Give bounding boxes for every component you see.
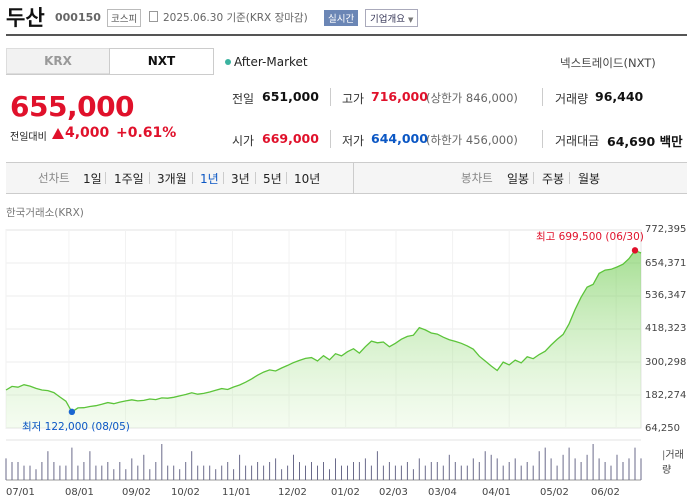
line-chart-periods [6,163,354,193]
change-value: 4,000 [65,125,110,141]
market-badge: 코스피 [107,9,142,27]
change-label: 전일대비 [10,132,47,143]
divider [330,88,331,106]
divider [542,88,543,106]
divider [569,172,570,184]
divider [105,172,106,184]
y-tick: 654,371 [645,258,687,269]
price-date: 2025.06.30 기준(KRX 장마감) [163,12,308,24]
line-chart-label: 선차트 [38,171,70,185]
divider [542,130,543,148]
y-tick: 418,323 [645,323,687,334]
x-tick: 06/02 [591,487,620,498]
y-tick: 772,395 [645,224,687,235]
volume-label: 거래량 [555,92,589,106]
x-tick: 04/01 [482,487,511,498]
tab-underline [6,74,214,75]
x-tick: 08/01 [65,487,94,498]
prev-close-label: 전일 [232,92,255,106]
x-tick: 05/02 [540,487,569,498]
trade-value-label: 거래대금 [555,134,600,148]
volume-value: 96,440 [595,89,644,104]
volume-axis-text: 거래량 [662,450,684,476]
low-annotation: 최저 122,000 (08/05) [22,421,130,433]
stock-name: 두산 [6,6,45,30]
candle-weekly[interactable]: 주봉 [542,172,565,186]
realtime-badge[interactable]: 실시간 [324,10,359,26]
x-tick: 10/02 [171,487,200,498]
after-market-label: After-Market [234,55,308,69]
low-value: 644,000 [371,131,428,146]
high-annotation: 최고 699,500 (06/30) [536,231,644,243]
tab-krx[interactable]: KRX [6,48,110,74]
candle-monthly[interactable]: 월봉 [578,172,601,186]
x-tick: 12/02 [278,487,307,498]
x-tick: 02/03 [379,487,408,498]
header-divider [6,34,687,36]
low-point [68,408,76,416]
high-value: 716,000 [371,89,428,104]
low-label: 저가 [342,134,365,148]
x-tick: 01/02 [331,487,360,498]
up-triangle-icon [52,128,64,139]
divider [330,130,331,148]
x-tick: 07/01 [6,487,35,498]
price-area [6,250,641,428]
divider [255,172,256,184]
current-price: 655,000 [10,90,135,123]
period-3y[interactable]: 3년 [231,172,250,186]
divider [223,172,224,184]
open-value: 669,000 [262,131,319,146]
divider [192,172,193,184]
chevron-down-icon: ▼ [408,16,414,24]
nextrade-label: 넥스트레이드(NXT) [560,56,656,70]
trade-value: 64,690 백만 [607,134,683,149]
x-tick: 11/01 [222,487,251,498]
y-tick: 536,347 [645,290,687,301]
candle-chart-label: 봉차트 [461,171,493,185]
volume-axis-label: |거래량 [662,450,684,476]
y-tick: 64,250 [645,423,680,434]
price-line [5,249,642,413]
change-percent: +0.61% [116,125,177,141]
period-bar [6,162,687,194]
period-1d[interactable]: 1일 [83,172,102,186]
x-tick: 09/02 [122,487,151,498]
divider [533,172,534,184]
company-overview-label: 기업개요 [370,14,405,25]
after-market-dot-icon [225,59,231,65]
divider [286,172,287,184]
high-label: 고가 [342,92,365,106]
period-3m[interactable]: 3개월 [157,172,187,186]
y-tick: 182,274 [645,390,687,401]
company-overview-button[interactable]: 기업개요 ▼ [365,9,419,27]
y-tick: 300,298 [645,357,687,368]
x-tick: 03/04 [428,487,457,498]
stock-code: 000150 [55,11,101,24]
period-1w[interactable]: 1주일 [114,172,144,186]
candle-daily[interactable]: 일봉 [507,172,530,186]
upper-limit: (상한가 846,000) [426,91,518,105]
lower-limit: (하한가 456,000) [426,133,518,147]
chart-source: 한국거래소(KRX) [6,207,84,219]
document-icon [149,11,158,22]
period-5y[interactable]: 5년 [263,172,282,186]
high-point [631,247,639,254]
prev-close-value: 651,000 [262,89,319,104]
period-10y[interactable]: 10년 [294,172,321,186]
tab-nxt[interactable]: NXT [109,48,214,74]
open-label: 시가 [232,134,255,148]
divider [149,172,150,184]
period-1y[interactable]: 1년 [200,172,219,186]
